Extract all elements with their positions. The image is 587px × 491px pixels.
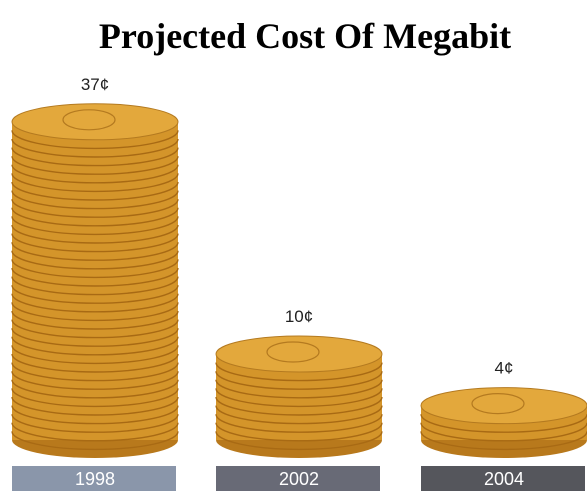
chart: Projected Cost Of Megabit 37¢ 1998 10¢ 2002… <box>0 0 587 491</box>
chart-title: Projected Cost Of Megabit <box>99 16 511 56</box>
coin-stack <box>216 336 382 458</box>
category-label: 2004 <box>484 469 524 489</box>
value-label: 10¢ <box>285 307 313 326</box>
category-label: 2002 <box>279 469 319 489</box>
coin-top <box>421 388 587 424</box>
coin-stack <box>421 388 587 458</box>
value-label: 37¢ <box>81 75 109 94</box>
category-label: 1998 <box>75 469 115 489</box>
coin-top <box>216 336 382 372</box>
coin-top <box>12 104 178 140</box>
coin-stack <box>12 104 178 458</box>
value-label: 4¢ <box>495 359 514 378</box>
